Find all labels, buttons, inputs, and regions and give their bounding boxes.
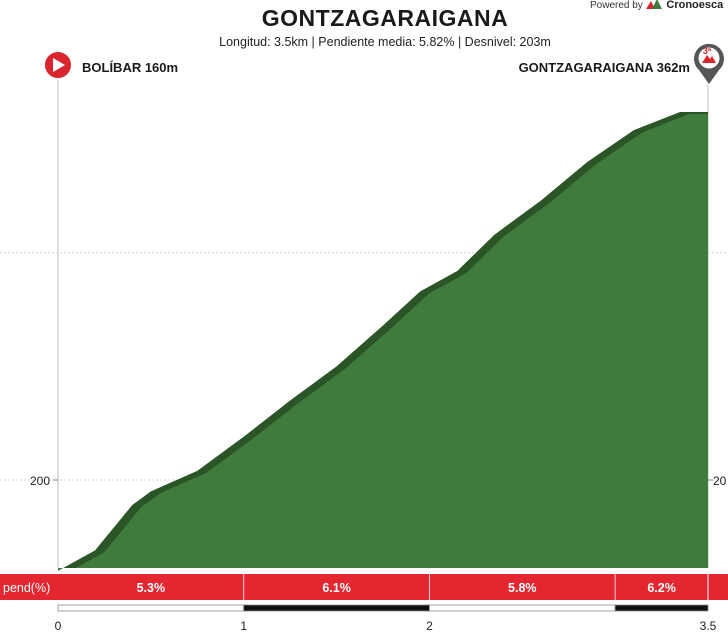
x-tick-label: 1 (240, 619, 247, 633)
category-badge: 3ª (703, 46, 712, 56)
start-marker[interactable] (43, 50, 73, 80)
y-tick-label-right: 20 (713, 474, 727, 488)
gradient-band: pend(%) 5.3% 6.1% 5.8% 6.2% (0, 574, 728, 600)
gradient-segment-value: 6.2% (647, 581, 676, 595)
gradient-band-label: pend(%) (3, 581, 50, 595)
gradient-segment-value: 5.3% (137, 581, 166, 595)
gradient-segment-value: 5.8% (508, 581, 537, 595)
scale-bar-segment (614, 604, 709, 612)
cronoescalada-logo-icon (645, 0, 667, 11)
distance-scale-bar (57, 604, 709, 612)
page-title: GONTZAGARAIGANA (261, 5, 509, 31)
y-tick-label-left: 200 (30, 474, 50, 488)
x-tick-label: 3.5 (700, 619, 717, 633)
powered-by-text: Powered by (590, 0, 643, 11)
end-marker[interactable]: 3ª (694, 43, 724, 84)
play-icon (53, 58, 65, 72)
x-axis-ticks: 0 1 2 3.5 (55, 619, 717, 633)
summit-icon (702, 55, 716, 63)
x-tick-label: 2 (426, 619, 433, 633)
end-label: GONTZAGARAIGANA 362m (519, 60, 690, 75)
scale-bar-segment (57, 604, 245, 612)
profile-shadow (58, 112, 708, 571)
scale-bar-segment (429, 604, 616, 612)
powered-by[interactable]: Powered by Cronoesca (590, 0, 723, 11)
scale-bar-segment (243, 604, 430, 612)
gradient-segment-value: 6.1% (322, 581, 351, 595)
start-label: BOLÍBAR 160m (82, 60, 178, 75)
profile-area (58, 112, 708, 571)
brand-name: Cronoesca (666, 0, 724, 11)
page-subtitle: Longitud: 3.5km | Pendiente media: 5.82%… (219, 35, 551, 49)
y-axis-ticks: 200 20 (30, 474, 727, 488)
x-tick-label: 0 (55, 619, 62, 633)
